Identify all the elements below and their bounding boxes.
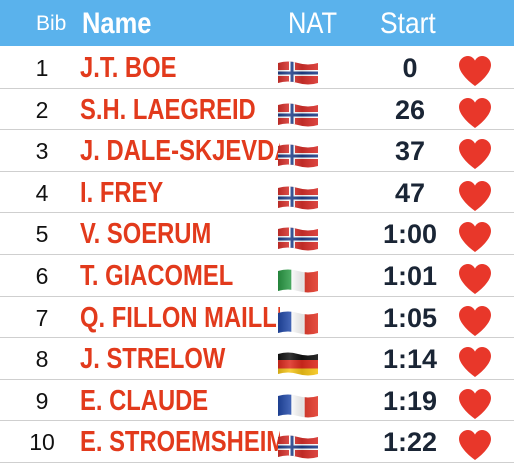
- table-header: Bib Name NAT Start: [0, 0, 514, 46]
- athlete-name-text: J.T. BOE: [80, 52, 177, 84]
- start-time: 37: [394, 136, 426, 167]
- heart-favorite-icon[interactable]: [457, 138, 493, 170]
- flag-fra-icon: [278, 393, 318, 419]
- flag-ger-icon: [278, 351, 318, 377]
- athlete-name[interactable]: J. DALE-SKJEVDAL: [80, 130, 280, 172]
- flag-nor-icon: [278, 185, 318, 211]
- heart-favorite-icon[interactable]: [457, 55, 493, 87]
- athlete-name-text: E. CLAUDE: [80, 384, 209, 417]
- bib-number: 10: [29, 429, 55, 456]
- athlete-name[interactable]: J.T. BOE: [80, 47, 280, 89]
- athlete-name-text: Q. FILLON MAILLET: [80, 301, 280, 334]
- bib-number: 7: [35, 304, 49, 331]
- athlete-name-text: J. DALE-SKJEVDAL: [80, 135, 280, 168]
- table-row: 2 S.H. LAEGREID 26: [0, 89, 514, 131]
- athlete-name-text: E. STROEMSHEIM: [80, 426, 280, 459]
- athlete-name[interactable]: T. GIACOMEL: [80, 255, 280, 297]
- flag-fra-icon: [278, 310, 318, 336]
- table-row: 6 T. GIACOMEL 1:01: [0, 255, 514, 297]
- table-row: 10 E. STROEMSHEIM 1:22: [0, 421, 514, 463]
- athlete-name[interactable]: J. STRELOW: [80, 338, 280, 380]
- header-bib: Bib: [36, 12, 67, 35]
- athlete-name[interactable]: I. FREY: [80, 172, 280, 214]
- flag-nor-icon: [278, 434, 318, 460]
- athlete-name-text: T. GIACOMEL: [80, 260, 234, 292]
- heart-favorite-icon[interactable]: [457, 429, 493, 461]
- table-row: 9 E. CLAUDE 1:19: [0, 380, 514, 422]
- athlete-name[interactable]: E. CLAUDE: [80, 380, 280, 422]
- start-time: 47: [394, 177, 426, 208]
- bib-number: 4: [35, 179, 49, 206]
- bib-number: 8: [35, 346, 49, 373]
- heart-favorite-icon[interactable]: [457, 180, 493, 212]
- heart-favorite-icon[interactable]: [457, 263, 493, 295]
- start-time: 0: [402, 53, 418, 83]
- athlete-name[interactable]: V. SOERUM: [80, 213, 280, 255]
- table-row: 7 Q. FILLON MAILLET 1:05: [0, 297, 514, 339]
- table-row: 1 J.T. BOE 0: [0, 47, 514, 89]
- bib-number: 1: [35, 55, 49, 81]
- athlete-name-text: V. SOERUM: [80, 218, 212, 251]
- flag-nor-icon: [278, 102, 318, 128]
- heart-favorite-icon[interactable]: [457, 388, 493, 420]
- start-time: 26: [394, 94, 426, 125]
- header-nat: NAT: [288, 7, 338, 40]
- heart-favorite-icon[interactable]: [457, 305, 493, 337]
- heart-favorite-icon[interactable]: [457, 97, 493, 129]
- athlete-name-text: S.H. LAEGREID: [80, 93, 256, 126]
- athlete-name-text: I. FREY: [80, 176, 164, 209]
- athlete-name-text: J. STRELOW: [80, 343, 226, 376]
- flag-ita-icon: [278, 268, 318, 294]
- start-time: 1:14: [382, 344, 438, 375]
- athlete-name[interactable]: S.H. LAEGREID: [80, 89, 280, 131]
- bib-number: 9: [35, 387, 49, 414]
- bib-number: 6: [35, 263, 49, 289]
- table-row: 3 J. DALE-SKJEVDAL 37: [0, 130, 514, 172]
- start-time: 1:22: [382, 427, 438, 458]
- start-time: 1:05: [382, 302, 438, 333]
- athlete-name[interactable]: Q. FILLON MAILLET: [80, 297, 280, 339]
- heart-favorite-icon[interactable]: [457, 221, 493, 253]
- bib-number: 2: [35, 96, 49, 123]
- start-time: 1:00: [382, 219, 438, 250]
- bib-number: 3: [35, 138, 49, 165]
- table-row: 8 J. STRELOW 1:14: [0, 338, 514, 380]
- heart-favorite-icon[interactable]: [457, 346, 493, 378]
- start-time: 1:01: [382, 261, 438, 291]
- flag-nor-icon: [278, 226, 318, 252]
- header-start: Start: [380, 7, 436, 40]
- table-row: 5 V. SOERUM 1:00: [0, 213, 514, 255]
- athlete-name[interactable]: E. STROEMSHEIM: [80, 421, 280, 463]
- bib-number: 5: [35, 221, 49, 248]
- flag-nor-icon: [278, 60, 318, 86]
- flag-nor-icon: [278, 143, 318, 169]
- start-time: 1:19: [382, 385, 438, 416]
- header-name: Name: [82, 7, 152, 40]
- table-row: 4 I. FREY 47: [0, 172, 514, 214]
